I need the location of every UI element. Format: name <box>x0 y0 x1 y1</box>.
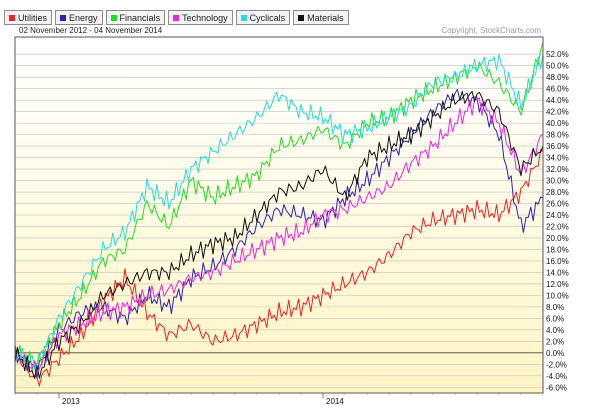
y-tick-label: 50.0% <box>546 62 569 71</box>
y-tick-label: 52.0% <box>546 50 569 59</box>
y-tick-label: 48.0% <box>546 73 569 82</box>
y-tick-label: 38.0% <box>546 131 569 140</box>
legend-label: Financials <box>119 12 161 23</box>
series-line-technology <box>15 97 543 375</box>
legend-item-financials[interactable]: Financials <box>105 10 166 25</box>
copyright: Copyright, StockCharts.com <box>441 26 541 35</box>
y-tick-label: -2.0% <box>546 360 567 369</box>
legend-swatch <box>110 14 117 21</box>
y-tick-label: 26.0% <box>546 200 569 209</box>
legend-label: Materials <box>307 12 344 23</box>
y-tick-label: 12.0% <box>546 280 569 289</box>
series-line-cyclicals <box>15 53 543 370</box>
legend-item-technology[interactable]: Technology <box>168 10 233 25</box>
y-tick-label: 34.0% <box>546 154 569 163</box>
legend-label: Cyclicals <box>249 12 286 23</box>
y-tick-label: 10.0% <box>546 291 569 300</box>
y-tick-label: -4.0% <box>546 372 567 381</box>
y-tick-label: 16.0% <box>546 257 569 266</box>
y-tick-label: 24.0% <box>546 211 569 220</box>
legend-swatch <box>298 14 305 21</box>
y-tick-label: 2.0% <box>546 337 564 346</box>
y-tick-label: 44.0% <box>546 96 569 105</box>
y-tick-label: 18.0% <box>546 245 569 254</box>
y-tick-label: 0.0% <box>546 349 564 358</box>
y-tick-label: 22.0% <box>546 222 569 231</box>
series-line-energy <box>15 88 543 379</box>
y-tick-label: 8.0% <box>546 303 564 312</box>
y-tick-label: 4.0% <box>546 326 564 335</box>
series-layer <box>15 42 543 387</box>
y-tick-label: 30.0% <box>546 177 569 186</box>
chart-legend: Utilities Energy Financials Technology Cycli… <box>4 10 349 25</box>
y-tick-label: 6.0% <box>546 314 564 323</box>
y-tick-label: 46.0% <box>546 85 569 94</box>
y-tick-label: 28.0% <box>546 188 569 197</box>
series-line-materials <box>15 90 543 380</box>
y-tick-label: 14.0% <box>546 268 569 277</box>
legend-item-cyclicals[interactable]: Cyclicals <box>235 10 291 25</box>
legend-item-utilities[interactable]: Utilities <box>4 10 53 25</box>
legend-label: Energy <box>69 12 98 23</box>
legend-item-materials[interactable]: Materials <box>293 10 349 25</box>
date-range: 02 November 2012 - 04 November 2014 <box>19 26 163 35</box>
legend-label: Utilities <box>18 12 48 23</box>
legend-swatch <box>240 14 247 21</box>
y-axis: 52.0% 50.0% 48.0% 46.0% 44.0% 42.0% 40.0% 38.0%… <box>546 50 569 392</box>
y-tick-label: 42.0% <box>546 108 569 117</box>
legend-swatch <box>173 14 180 21</box>
legend-swatch <box>9 14 15 21</box>
x-tick-label: 2013 <box>62 397 80 406</box>
legend-item-energy[interactable]: Energy <box>55 10 103 25</box>
x-axis: 2013 2014 <box>14 393 544 406</box>
y-tick-label: 32.0% <box>546 165 569 174</box>
y-tick-label: 40.0% <box>546 119 569 128</box>
legend-swatch <box>60 14 67 21</box>
x-tick-label: 2014 <box>326 397 344 406</box>
y-tick-label: 36.0% <box>546 142 569 151</box>
y-tick-label: -6.0% <box>546 383 567 392</box>
y-tick-label: 20.0% <box>546 234 569 243</box>
legend-label: Technology <box>182 12 228 23</box>
grid-lines <box>15 53 543 388</box>
